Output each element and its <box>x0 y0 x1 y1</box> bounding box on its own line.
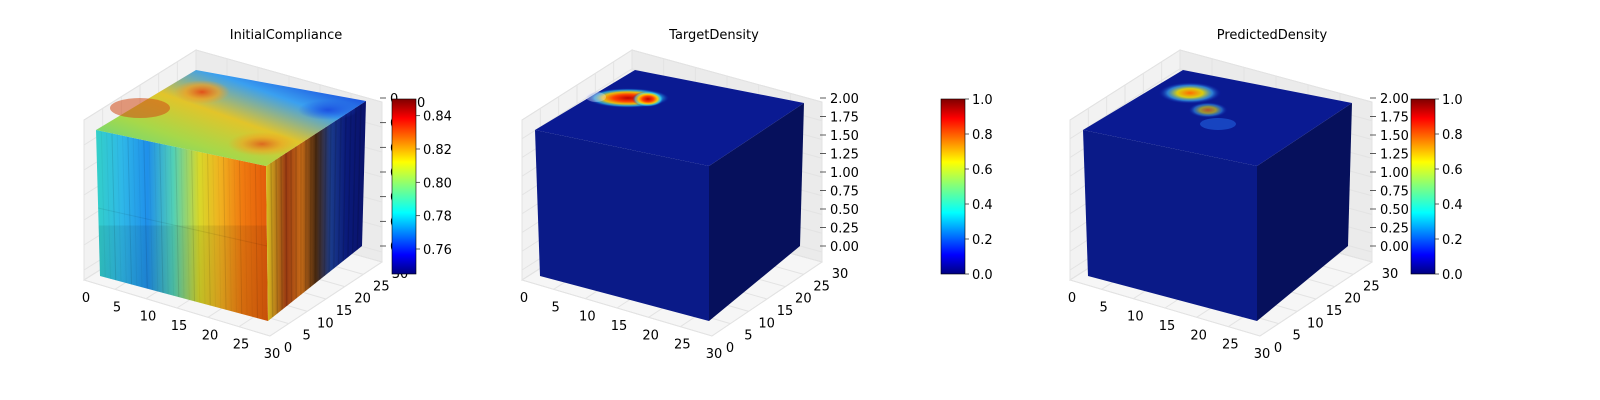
z-tick-label: 1.75 <box>1380 111 1409 126</box>
y-tick-label: 5 <box>303 329 311 344</box>
y-tick-label: 15 <box>777 304 794 319</box>
x-tick-label: 30 <box>706 347 723 362</box>
x-tick-label: 5 <box>1100 300 1108 315</box>
colorbar-tick-label: 0.6 <box>1442 163 1463 178</box>
colorbar: 0.0 0.2 0.4 0.6 0.8 1.0 <box>1410 93 1463 283</box>
y-tick-label: 10 <box>758 316 775 331</box>
z-tick-label: 0.50 <box>830 203 859 218</box>
x-tick-label: 10 <box>140 310 157 325</box>
voxel-cube <box>1083 70 1352 321</box>
y-tick-label: 0 <box>284 341 292 356</box>
colorbar: 0.76 0.78 0.80 0.82 0.840 <box>391 96 452 275</box>
y-tick-label: 20 <box>795 292 812 307</box>
z-tick-label: 0.00 <box>830 240 859 255</box>
y-tick-label: 5 <box>1293 329 1301 344</box>
colorbar-tick-label: 0.0 <box>1442 268 1463 283</box>
colorbar-tick-label: 1.0 <box>1442 93 1463 108</box>
y-tick-label: 25 <box>1363 279 1380 294</box>
colorbar-tick-label: 0.82 <box>423 143 452 158</box>
y-tick-label: 10 <box>317 316 334 331</box>
colorbar-tick-label: 0.76 <box>423 243 452 258</box>
y-tick-label: 30 <box>832 267 849 282</box>
voxel-cube <box>96 70 366 321</box>
colorbar-tick-label: 0.78 <box>423 210 452 225</box>
x-tick-label: 25 <box>233 338 250 353</box>
x-tick-label: 15 <box>1159 319 1176 334</box>
x-tick-label: 0 <box>82 291 90 306</box>
z-tick-label: 0.50 <box>1380 203 1409 218</box>
colorbar-tick-label: 0.6 <box>972 163 993 178</box>
x-tick-label: 0 <box>520 291 528 306</box>
z-tick-label: 0.75 <box>830 185 859 200</box>
voxel-cube <box>535 70 804 321</box>
colorbar: 0.0 0.2 0.4 0.6 0.8 1.0 <box>940 93 993 283</box>
z-tick-label: 0.00 <box>1380 240 1409 255</box>
colorbar-tick-label: 0.84 <box>423 110 452 125</box>
z-tick-label: 0.25 <box>830 222 859 237</box>
colorbar-tick-label: 0.0 <box>972 268 993 283</box>
x-tick-label: 5 <box>552 300 560 315</box>
colorbar-tick-label: 0.4 <box>972 198 993 213</box>
colorbar-tick-label: 0 <box>417 96 425 111</box>
colorbar-tick-label: 1.0 <box>972 93 993 108</box>
y-tick-label: 30 <box>1382 267 1399 282</box>
y-tick-label: 25 <box>373 279 390 294</box>
x-tick-label: 0 <box>1068 291 1076 306</box>
z-tick-label: 0.25 <box>1380 222 1409 237</box>
colorbar-tick-label: 0.2 <box>972 233 993 248</box>
y-tick-label: 20 <box>354 292 371 307</box>
chart-title: InitialCompliance <box>230 28 343 43</box>
y-tick-label: 25 <box>813 279 830 294</box>
y-tick-label: 10 <box>1307 316 1324 331</box>
z-tick-label: 1.50 <box>1380 129 1409 144</box>
y-tick-label: 20 <box>1344 292 1361 307</box>
x-tick-label: 30 <box>264 347 281 362</box>
x-tick-label: 5 <box>113 300 121 315</box>
x-tick-label: 20 <box>1190 328 1207 343</box>
z-tick-label: 1.25 <box>1380 148 1409 163</box>
z-tick-label: 1.50 <box>830 129 859 144</box>
colorbar-tick-label: 0.2 <box>1442 233 1463 248</box>
x-tick-label: 15 <box>171 319 188 334</box>
z-tick-label: 2.00 <box>830 92 859 107</box>
y-tick-label: 15 <box>1326 304 1343 319</box>
colorbar-tick-label: 0.80 <box>423 176 452 191</box>
y-tick-label: 0 <box>726 341 734 356</box>
y-tick-label: 5 <box>744 329 752 344</box>
x-tick-label: 10 <box>579 310 596 325</box>
z-tick-label: 1.00 <box>1380 166 1409 181</box>
z-tick-label: 0.75 <box>1380 185 1409 200</box>
z-tick-label: 1.00 <box>830 166 859 181</box>
chart-title: PredictedDensity <box>1217 28 1328 43</box>
x-tick-label: 15 <box>611 319 628 334</box>
colorbar-tick-label: 0.4 <box>1442 198 1463 213</box>
chart-title: TargetDensity <box>668 28 759 43</box>
colorbar-tick-label: 0.8 <box>972 128 993 143</box>
z-tick-label: 1.25 <box>830 148 859 163</box>
x-tick-label: 25 <box>1222 338 1239 353</box>
y-tick-label: 0 <box>1274 341 1282 356</box>
x-tick-label: 20 <box>642 328 659 343</box>
x-tick-label: 20 <box>202 328 219 343</box>
x-tick-label: 10 <box>1127 310 1144 325</box>
y-tick-label: 15 <box>336 304 353 319</box>
z-tick-label: 1.75 <box>830 111 859 126</box>
x-tick-label: 30 <box>1254 347 1271 362</box>
z-tick-label: 2.00 <box>1380 92 1409 107</box>
x-tick-label: 25 <box>674 338 691 353</box>
colorbar-tick-label: 0.8 <box>1442 128 1463 143</box>
